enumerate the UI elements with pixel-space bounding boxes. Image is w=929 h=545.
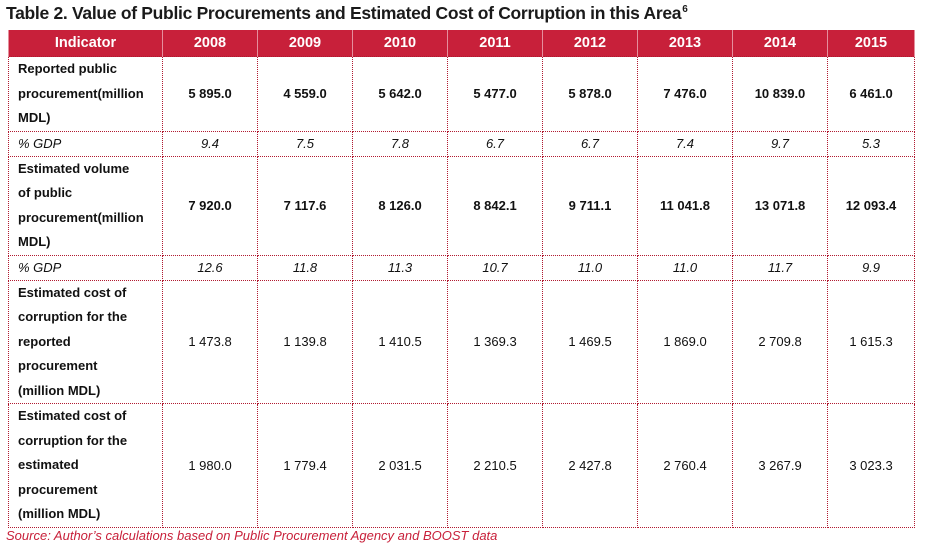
- cell: 1 779.4: [257, 403, 353, 528]
- cell: 6.7: [542, 130, 638, 157]
- header-2009: 2009: [257, 30, 353, 57]
- row-label: % GDP: [8, 254, 163, 281]
- cell: 8 842.1: [447, 155, 543, 256]
- cell: 2 427.8: [542, 403, 638, 528]
- cell: 5 878.0: [542, 56, 638, 132]
- cell: 1 869.0: [637, 279, 733, 404]
- cell: 7.5: [257, 130, 353, 157]
- cell: 1 369.3: [447, 279, 543, 404]
- cell: 1 469.5: [542, 279, 638, 404]
- table-row: % GDP 12.6 11.8 11.3 10.7 11.0 11.0 11.7…: [8, 254, 915, 281]
- row-label: Estimated cost of corruption for the estim…: [8, 403, 163, 528]
- cell: 2 210.5: [447, 403, 543, 528]
- source-note: Source: Author’s calculations based on P…: [6, 528, 498, 543]
- header-2010: 2010: [352, 30, 448, 57]
- header-2012: 2012: [542, 30, 638, 57]
- header-2013: 2013: [637, 30, 733, 57]
- cell: 11.8: [257, 254, 353, 281]
- cell: 1 139.8: [257, 279, 353, 404]
- row-label: Estimated cost of corruption for the repor…: [8, 279, 163, 404]
- cell: 7.4: [637, 130, 733, 157]
- cell: 2 709.8: [732, 279, 828, 404]
- header-2011: 2011: [447, 30, 543, 57]
- header-2015: 2015: [827, 30, 915, 57]
- cell: 7 117.6: [257, 155, 353, 256]
- cell: 5 895.0: [162, 56, 258, 132]
- cell: 1 473.8: [162, 279, 258, 404]
- cell: 7 476.0: [637, 56, 733, 132]
- cell: 6.7: [447, 130, 543, 157]
- header-row: Indicator 2008 2009 2010 2011 2012 2013 …: [8, 30, 915, 57]
- cell: 10 839.0: [732, 56, 828, 132]
- header-2014: 2014: [732, 30, 828, 57]
- table-row: % GDP 9.4 7.5 7.8 6.7 6.7 7.4 9.7 5.3: [8, 130, 915, 157]
- cell: 9.7: [732, 130, 828, 157]
- cell: 8 126.0: [352, 155, 448, 256]
- cell: 10.7: [447, 254, 543, 281]
- cell: 1 980.0: [162, 403, 258, 528]
- header-2008: 2008: [162, 30, 258, 57]
- table-row: Estimated volume of public procurement(mil…: [8, 155, 915, 256]
- cell: 7.8: [352, 130, 448, 157]
- cell: 11.0: [637, 254, 733, 281]
- cell: 6 461.0: [827, 56, 915, 132]
- cell: 5 477.0: [447, 56, 543, 132]
- cell: 2 760.4: [637, 403, 733, 528]
- cell: 1 410.5: [352, 279, 448, 404]
- cell: 9 711.1: [542, 155, 638, 256]
- row-label: % GDP: [8, 130, 163, 157]
- cell: 7 920.0: [162, 155, 258, 256]
- cell: 3 267.9: [732, 403, 828, 528]
- cell: 11.7: [732, 254, 828, 281]
- cell: 9.4: [162, 130, 258, 157]
- cell: 9.9: [827, 254, 915, 281]
- cell: 12.6: [162, 254, 258, 281]
- row-label: Estimated volume of public procurement(mil…: [8, 155, 163, 256]
- cell: 5.3: [827, 130, 915, 157]
- table-row: Estimated cost of corruption for the repor…: [8, 279, 915, 404]
- cell: 11 041.8: [637, 155, 733, 256]
- cell: 4 559.0: [257, 56, 353, 132]
- table-title: Table 2. Value of Public Procurements an…: [6, 3, 688, 24]
- table-row: Estimated cost of corruption for the estim…: [8, 403, 915, 528]
- cell: 2 031.5: [352, 403, 448, 528]
- procurement-table: Indicator 2008 2009 2010 2011 2012 2013 …: [8, 30, 915, 528]
- cell: 5 642.0: [352, 56, 448, 132]
- row-label: Reported public procurement(million MDL): [8, 56, 163, 132]
- cell: 12 093.4: [827, 155, 915, 256]
- title-footnote: 6: [682, 4, 688, 15]
- cell: 3 023.3: [827, 403, 915, 528]
- cell: 1 615.3: [827, 279, 915, 404]
- cell: 11.0: [542, 254, 638, 281]
- title-text: Table 2. Value of Public Procurements an…: [6, 3, 682, 23]
- header-indicator: Indicator: [8, 30, 163, 57]
- cell: 13 071.8: [732, 155, 828, 256]
- cell: 11.3: [352, 254, 448, 281]
- table-row: Reported public procurement(million MDL) 5…: [8, 56, 915, 132]
